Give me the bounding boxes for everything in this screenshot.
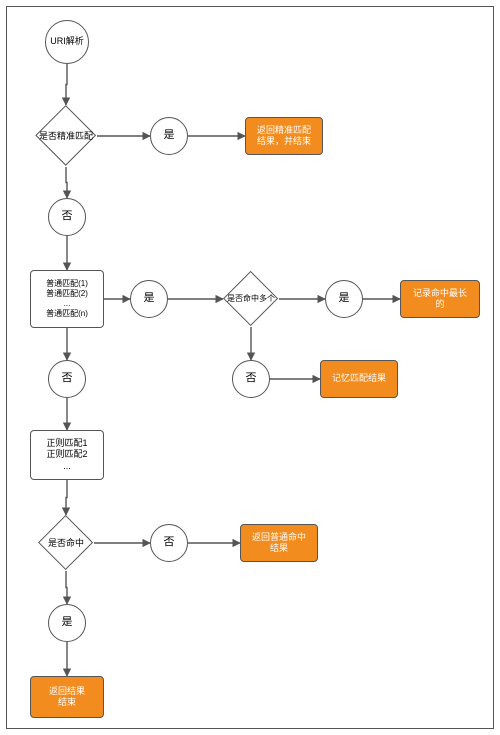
node-label: 是: [60, 614, 75, 632]
node-t_final: 返回结果 结束: [30, 676, 104, 718]
node-label: 是否命中多个: [223, 271, 279, 327]
node-label: 正则匹配1 正则匹配2 ...: [44, 436, 89, 474]
node-c_norm_no: 否: [48, 360, 86, 398]
node-r_normal: 普通匹配(1) 普通匹配(2) ... 普通匹配(n): [30, 270, 104, 328]
node-label: URI解析: [48, 34, 86, 49]
node-d_hit: 是否命中: [38, 515, 94, 571]
node-label: 否: [244, 370, 259, 388]
node-label: 是: [337, 290, 352, 308]
node-d_exact: 是否精准匹配: [35, 105, 97, 167]
node-label: 否: [60, 370, 75, 388]
edge-n_start-d_exact: [66, 64, 67, 105]
node-label: 普通匹配(1) 普通匹配(2) ... 普通匹配(n): [44, 277, 90, 321]
node-label: 返回精准匹配 结果，并结束: [255, 123, 313, 150]
node-label: 返回普通命中 结果: [250, 530, 308, 557]
node-r_regex: 正则匹配1 正则匹配2 ...: [30, 430, 104, 480]
node-t_normal_res: 返回普通命中 结果: [240, 524, 318, 562]
node-label: 记忆匹配结果: [330, 371, 388, 386]
node-t_remember: 记忆匹配结果: [320, 360, 398, 398]
node-c_exact_no: 否: [48, 198, 86, 236]
node-c_norm_yes: 是: [130, 280, 168, 318]
edge-r_regex-d_hit: [66, 480, 67, 515]
node-c_multi_yes: 是: [325, 280, 363, 318]
node-c_exact_yes: 是: [150, 117, 188, 155]
node-d_multi: 是否命中多个: [223, 271, 279, 327]
node-label: 是: [142, 290, 157, 308]
node-label: 是: [162, 127, 177, 145]
node-t_longest: 记录命中最长 的: [400, 280, 480, 318]
flowchart-canvas: URI解析是否精准匹配是返回精准匹配 结果，并结束否普通匹配(1) 普通匹配(2…: [0, 0, 500, 735]
node-label: 是否精准匹配: [35, 105, 97, 167]
node-t_exact: 返回精准匹配 结果，并结束: [245, 117, 323, 155]
node-label: 是否命中: [38, 515, 94, 571]
node-label: 否: [60, 208, 75, 226]
node-c_hit_no: 否: [150, 524, 188, 562]
node-label: 返回结果 结束: [47, 684, 87, 711]
node-n_start: URI解析: [45, 20, 89, 64]
edge-d_hit-c_hit_yes: [66, 571, 67, 604]
edge-d_exact-c_exact_no: [66, 167, 67, 198]
node-label: 记录命中最长 的: [411, 286, 469, 313]
node-label: 否: [162, 534, 177, 552]
node-c_multi_no: 否: [232, 360, 270, 398]
node-c_hit_yes: 是: [48, 604, 86, 642]
